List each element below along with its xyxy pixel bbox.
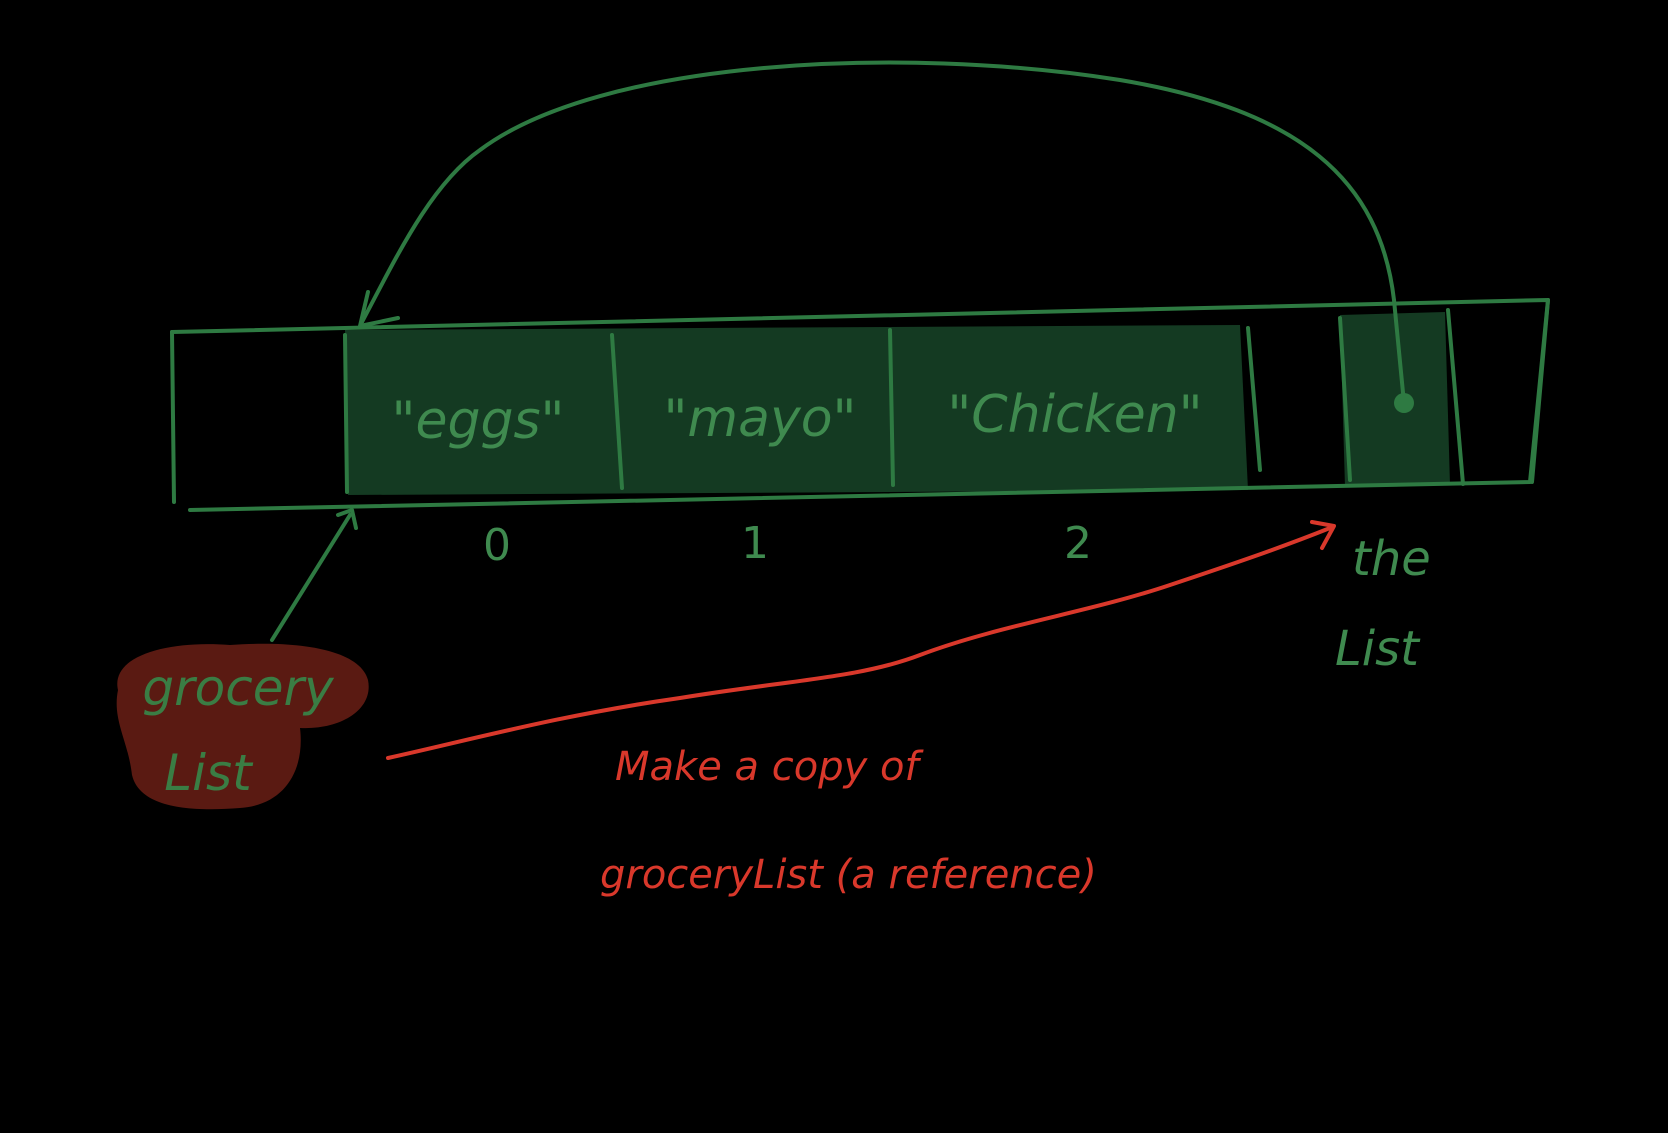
- array-filled-region: [345, 325, 1248, 495]
- copy-reference-arrowhead: [1310, 520, 1336, 550]
- cell-value-chicken: "Chicken": [947, 385, 1202, 445]
- the-list-label-line2: List: [1335, 621, 1421, 677]
- reference-arc-arrow: [360, 60, 1406, 405]
- cell-divider-2: [888, 328, 895, 487]
- cell-divider-1: [610, 333, 624, 490]
- grocery-list-arrow: [270, 513, 352, 642]
- the-list-label-line1: the: [1352, 531, 1431, 587]
- cell-value-eggs: "eggs": [392, 391, 565, 451]
- memory-strip-left-edge: [170, 330, 176, 504]
- copy-note-line1: Make a copy of: [615, 744, 924, 790]
- index-label-2: 2: [1064, 518, 1092, 569]
- cell-divider-0: [343, 333, 349, 494]
- copy-note-line2: groceryList (a reference): [600, 852, 1097, 898]
- index-label-1: 1: [741, 518, 769, 569]
- copy-reference-arrow: [386, 526, 1332, 760]
- reference-arc-arrowhead: [358, 290, 400, 328]
- grocery-list-label-line1: grocery: [142, 659, 335, 717]
- index-label-0: 0: [483, 520, 511, 571]
- cell-value-mayo: "mayo": [664, 389, 857, 449]
- grocery-list-arrowhead: [336, 508, 358, 530]
- cell-divider-5: [1446, 308, 1465, 486]
- cell-divider-6: [1530, 298, 1550, 484]
- grocery-list-badge: [116, 643, 369, 810]
- grocery-list-label-line2: List: [164, 744, 254, 802]
- cell-divider-3: [1246, 326, 1262, 472]
- cell-divider-4: [1338, 316, 1352, 482]
